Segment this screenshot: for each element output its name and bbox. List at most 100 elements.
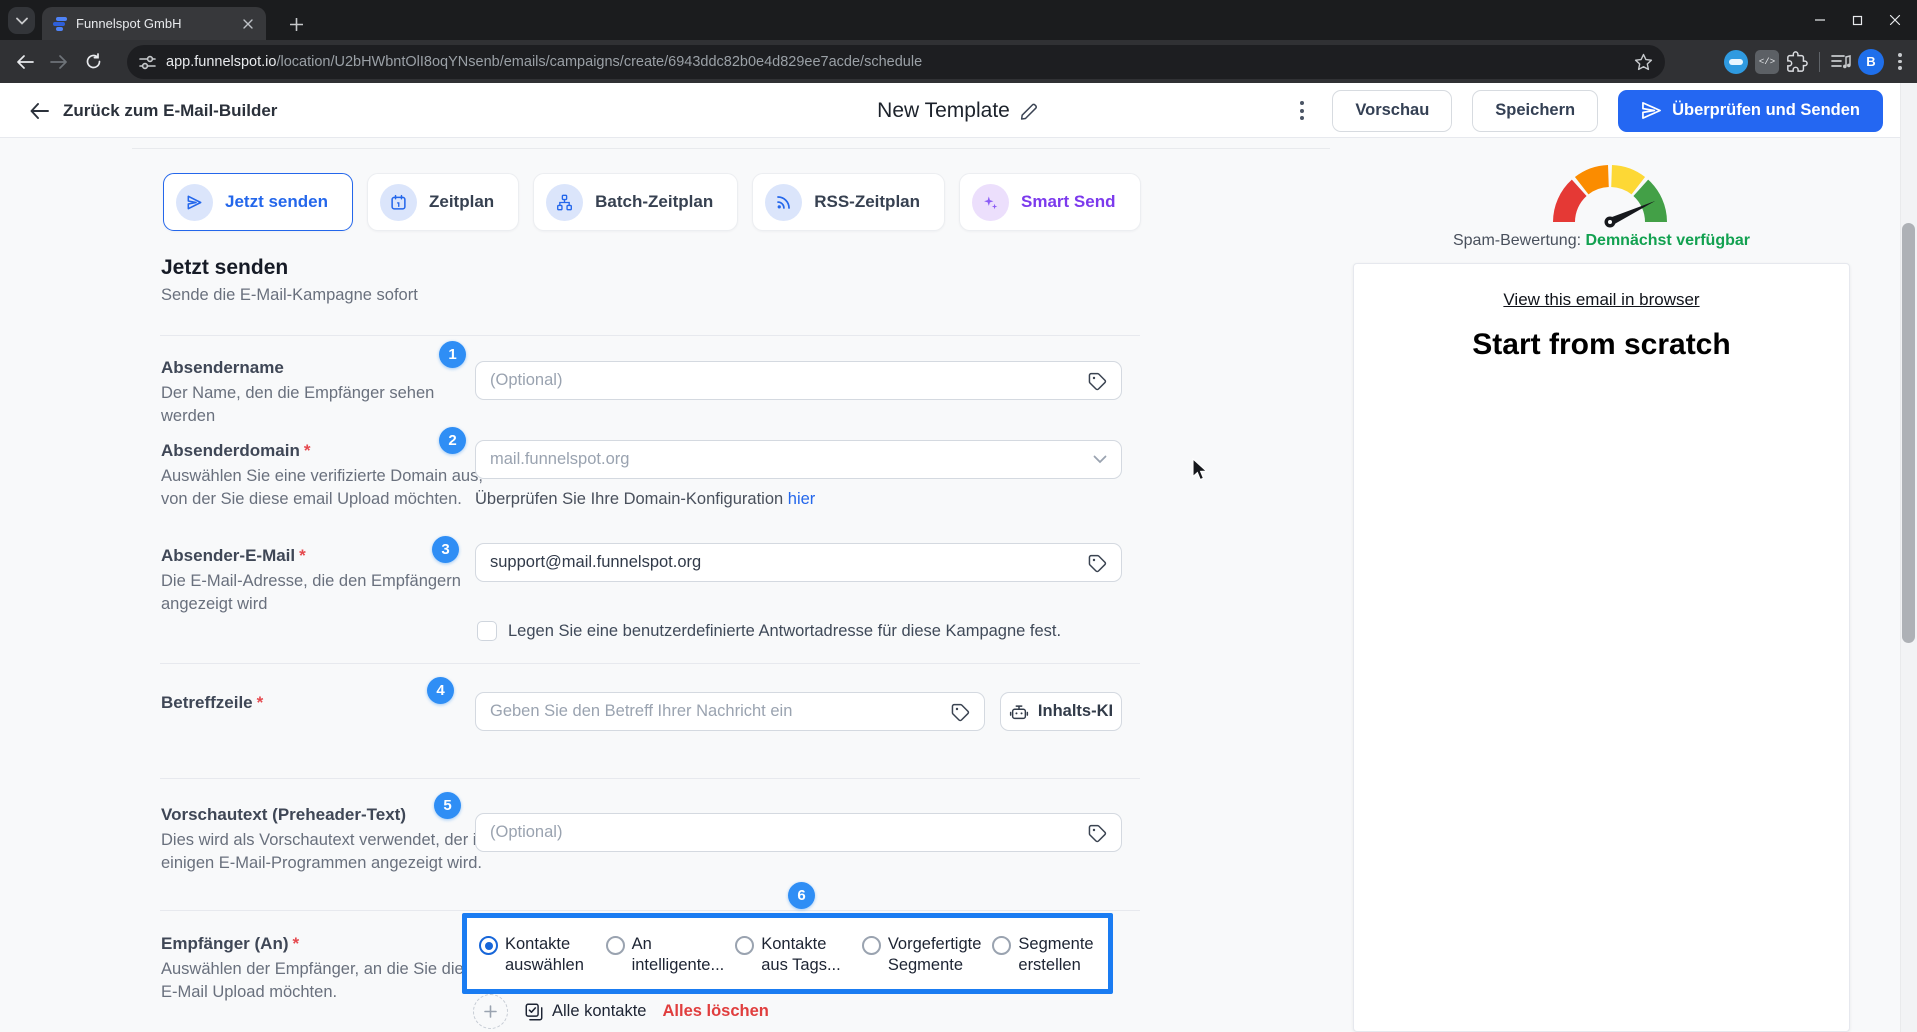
divider xyxy=(160,663,1140,664)
batch-flow-icon xyxy=(546,183,584,221)
tab-rss-zeitplan[interactable]: RSS-Zeitplan xyxy=(752,173,946,231)
recipients-description: Auswählen der Empfänger, an die Sie dies… xyxy=(161,960,482,1002)
email-preview-title: Start from scratch xyxy=(1472,328,1731,361)
radio-icon xyxy=(735,936,755,955)
edit-pencil-icon[interactable] xyxy=(1020,101,1040,121)
reading-list-icon[interactable] xyxy=(1831,54,1851,70)
plus-icon xyxy=(289,17,303,31)
page-scrollbar[interactable] xyxy=(1900,83,1917,1032)
all-contacts-chip[interactable]: Alle kontakte xyxy=(524,1002,646,1022)
tab-batch-zeitplan[interactable]: Batch-Zeitplan xyxy=(533,173,739,231)
app-header: Zurück zum E-Mail-Builder New Template V… xyxy=(0,83,1917,138)
custom-reply-checkbox-row[interactable]: Legen Sie eine benutzerdefinierte Antwor… xyxy=(477,621,1061,641)
send-icon xyxy=(176,183,213,221)
custom-reply-label: Legen Sie eine benutzerdefinierte Antwor… xyxy=(508,621,1062,640)
back-button[interactable] xyxy=(8,45,42,79)
chevron-down-icon xyxy=(15,17,28,25)
radio-an-intelligente[interactable]: An intelligente... xyxy=(605,934,724,975)
profile-avatar[interactable]: B xyxy=(1858,48,1884,75)
preheader-field xyxy=(475,813,1122,852)
step-badge-6: 6 xyxy=(788,882,815,909)
divider xyxy=(160,910,1140,911)
add-recipient-button[interactable] xyxy=(473,994,508,1029)
copy-check-icon xyxy=(525,1003,543,1020)
content-top-divider xyxy=(132,148,1330,149)
preheader-input[interactable] xyxy=(490,823,1077,842)
radio-segmente-erstellen[interactable]: Segmente erstellen xyxy=(992,934,1108,975)
tab-search-button[interactable] xyxy=(8,7,35,34)
browser-tab-title: Funnelspot GmbH xyxy=(76,16,182,31)
extensions-puzzle-icon[interactable] xyxy=(1786,50,1808,73)
forward-button[interactable] xyxy=(42,45,76,79)
sender-domain-select[interactable]: mail.funnelspot.org xyxy=(475,440,1122,479)
clear-all-button[interactable]: Alles löschen xyxy=(662,1002,769,1020)
radio-kontakte-auswaehlen[interactable]: Kontakte auswählen xyxy=(479,934,595,975)
omnibox[interactable]: app.funnelspot.io/location/U2bHWbntOlI8o… xyxy=(127,45,1665,79)
view-in-browser-link[interactable]: View this email in browser xyxy=(1503,290,1700,309)
recipients-label: Empfänger (An) * xyxy=(161,934,300,953)
browser-tab[interactable]: Funnelspot GmbH xyxy=(42,7,266,40)
sender-name-input[interactable] xyxy=(490,371,1077,390)
sender-email-field xyxy=(475,543,1122,582)
sender-name-label: Absendername xyxy=(161,358,284,377)
subject-input[interactable] xyxy=(490,702,940,721)
sender-email-input[interactable] xyxy=(490,553,1077,572)
step-badge-1: 1 xyxy=(439,341,466,368)
review-and-send-button[interactable]: Überprüfen und Senden xyxy=(1618,89,1883,132)
maximize-button[interactable] xyxy=(1852,15,1863,26)
tab-close-icon[interactable] xyxy=(240,16,256,32)
window-controls xyxy=(1814,0,1911,40)
bookmark-star-icon[interactable] xyxy=(1634,53,1653,71)
site-controls-icon[interactable] xyxy=(139,55,156,70)
merge-tag-icon[interactable] xyxy=(950,702,971,723)
template-title: New Template xyxy=(877,98,1010,122)
radio-vorgefertigte-segmente[interactable]: Vorgefertigte Segmente xyxy=(861,934,981,975)
code-extension-icon[interactable]: </> xyxy=(1755,49,1779,74)
radio-icon xyxy=(605,936,625,955)
step-badge-3: 3 xyxy=(432,536,459,563)
close-window-button[interactable] xyxy=(1889,14,1901,26)
extensions-area: </> B xyxy=(1724,44,1909,79)
preview-button[interactable]: Vorschau xyxy=(1332,89,1453,132)
arrow-left-icon xyxy=(30,102,49,119)
calendar-icon xyxy=(379,183,417,221)
radio-icon xyxy=(861,936,881,955)
merge-tag-icon[interactable] xyxy=(1087,371,1108,392)
new-tab-button[interactable] xyxy=(284,12,308,36)
url-text[interactable]: app.funnelspot.io/location/U2bHWbntOlI8o… xyxy=(166,54,923,70)
radio-kontakte-aus-tags[interactable]: Kontakte aus Tags... xyxy=(735,934,851,975)
spam-rating-line: Spam-Bewertung: Demnächst verfügbar xyxy=(1452,232,1751,249)
tab-zeitplan[interactable]: Zeitplan xyxy=(366,173,520,231)
subject-label: Betreffzeile * xyxy=(161,693,264,712)
reload-button[interactable] xyxy=(76,45,110,79)
browser-menu-icon[interactable] xyxy=(1891,49,1909,75)
domain-config-link[interactable]: hier xyxy=(787,490,816,508)
scrollbar-thumb[interactable] xyxy=(1902,223,1915,643)
robot-icon xyxy=(1009,704,1028,719)
step-badge-5: 5 xyxy=(434,792,461,819)
spam-rating-value: Demnächst verfügbar xyxy=(1585,232,1751,249)
back-to-builder[interactable]: Zurück zum E-Mail-Builder xyxy=(30,83,277,138)
section-title: Jetzt senden xyxy=(161,256,289,279)
save-button[interactable]: Speichern xyxy=(1472,89,1599,132)
minimize-button[interactable] xyxy=(1814,14,1826,26)
step-badge-4: 4 xyxy=(427,677,454,704)
sender-email-description: Die E-Mail-Adresse, die den Empfängern a… xyxy=(161,572,461,614)
back-label: Zurück zum E-Mail-Builder xyxy=(63,100,278,120)
content-ai-button[interactable]: Inhalts-KI xyxy=(1000,692,1122,731)
step-badge-2: 2 xyxy=(439,427,466,454)
checkbox[interactable] xyxy=(477,621,497,641)
radio-icon xyxy=(479,936,498,955)
merge-tag-icon[interactable] xyxy=(1087,823,1108,844)
header-menu-icon[interactable] xyxy=(1292,96,1312,126)
recipients-radio-group: Kontakte auswählen An intelligente... Ko… xyxy=(462,913,1113,994)
tab-jetzt-senden[interactable]: Jetzt senden xyxy=(163,173,353,231)
subject-field xyxy=(475,692,985,731)
tab-smart-send[interactable]: Smart Send xyxy=(959,173,1141,231)
sender-name-description: Der Name, den die Empfänger sehen werden xyxy=(161,384,435,426)
send-icon xyxy=(1642,102,1661,119)
divider xyxy=(160,335,1140,336)
robot-extension-icon[interactable] xyxy=(1724,49,1748,74)
merge-tag-icon[interactable] xyxy=(1087,553,1108,574)
